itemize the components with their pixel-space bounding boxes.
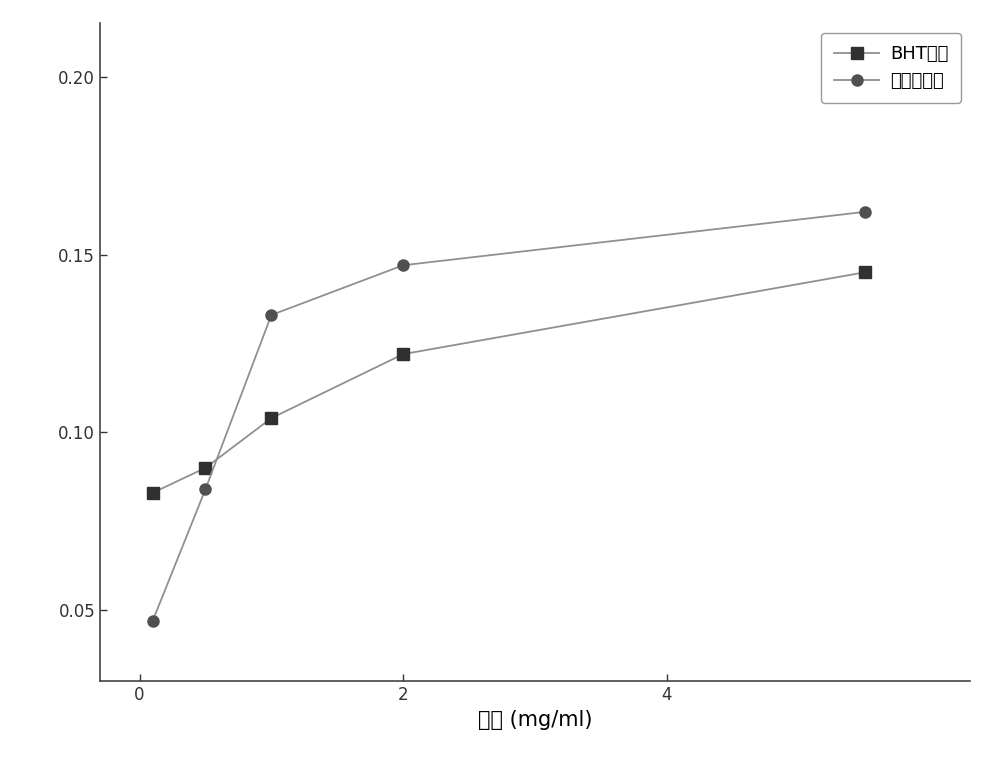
提取物曲线 [147,616,159,626]
BHT曲线 [859,268,871,277]
BHT曲线 [397,349,409,359]
BHT曲线 [199,464,211,473]
提取物曲线 [265,310,277,319]
提取物曲线 [859,207,871,217]
Legend: BHT曲线, 提取物曲线: BHT曲线, 提取物曲线 [821,33,961,103]
提取物曲线 [397,261,409,270]
BHT曲线 [147,488,159,497]
X-axis label: 浓度 (mg/ml): 浓度 (mg/ml) [478,709,592,730]
Line: 提取物曲线: 提取物曲线 [147,207,870,626]
BHT曲线 [265,413,277,423]
Line: BHT曲线: BHT曲线 [147,267,870,498]
提取物曲线 [199,485,211,494]
